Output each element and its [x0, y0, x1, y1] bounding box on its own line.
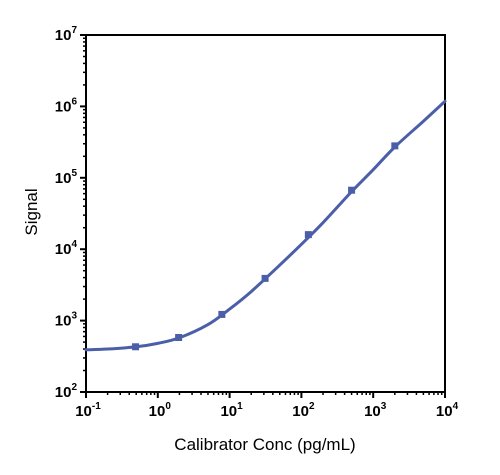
y-tick-label: 107	[55, 25, 78, 44]
data-point	[304, 231, 312, 239]
plot-frame	[85, 34, 446, 393]
y-tick-label: 102	[55, 382, 78, 401]
x-tick-label: 101	[220, 401, 243, 420]
y-axis-title: Signal	[22, 188, 41, 235]
fit-curve-line	[84, 99, 447, 352]
y-tick-label: 105	[55, 168, 78, 187]
y-tick-label: 106	[55, 96, 78, 115]
data-point	[132, 343, 140, 351]
x-tick-label: 10-1	[75, 401, 101, 420]
x-tick-label: 103	[364, 401, 387, 420]
x-tick-label: 104	[436, 401, 459, 420]
data-point	[391, 142, 399, 150]
y-tick-label: 103	[55, 311, 78, 330]
data-point	[175, 333, 183, 341]
x-axis-title: Calibrator Conc (pg/mL)	[174, 435, 355, 454]
data-point	[218, 310, 226, 318]
y-tick-label: 104	[55, 239, 78, 258]
data-point	[261, 274, 269, 282]
x-tick-label: 100	[149, 401, 172, 420]
x-tick-label: 102	[292, 401, 315, 420]
data-point	[348, 186, 356, 194]
